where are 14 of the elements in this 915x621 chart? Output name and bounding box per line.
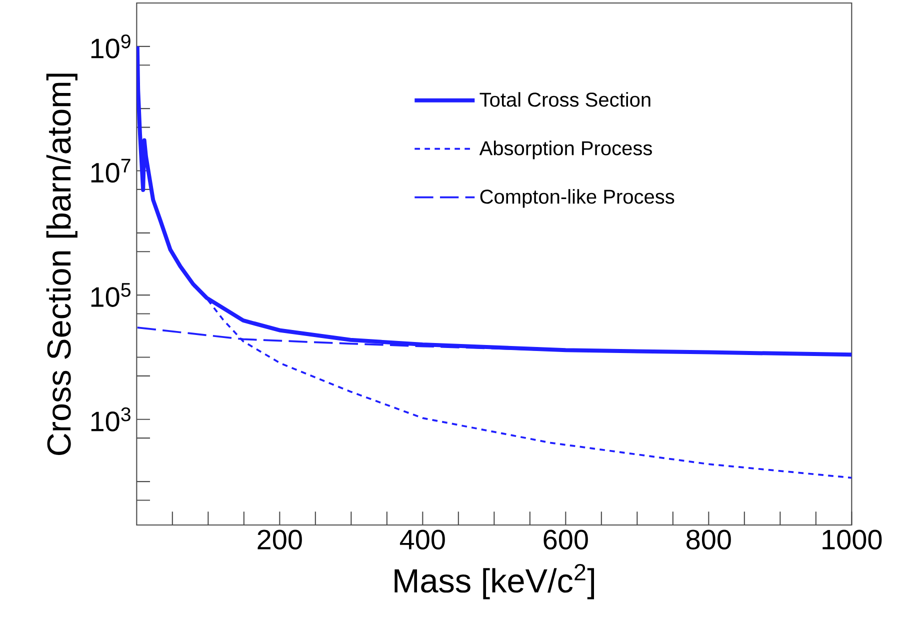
y-tick-label: 10$^{9}$ (91, 34, 130, 58)
x-tick-label: 800 (686, 530, 731, 550)
x-tick-label: 400 (400, 530, 445, 550)
legend-label: Compton-like Process (480, 189, 674, 208)
y-axis-title: Cross Section [barn/atom] (46, 74, 78, 455)
x-axis-title: Mass [keV/c$^{2}$] (394, 564, 594, 600)
y-tick-label: 10$^{3}$ (91, 407, 130, 432)
y-tick-label: 10$^{7}$ (91, 158, 130, 183)
x-tick-label: 600 (544, 530, 588, 550)
legend-label: Absorption Process (479, 140, 652, 160)
x-tick-label: 200 (258, 530, 302, 550)
legend-label: Total Cross Section (480, 92, 650, 107)
x-tick-label: 1000 (822, 530, 882, 550)
y-tick-label: 10$^{5}$ (91, 283, 130, 307)
